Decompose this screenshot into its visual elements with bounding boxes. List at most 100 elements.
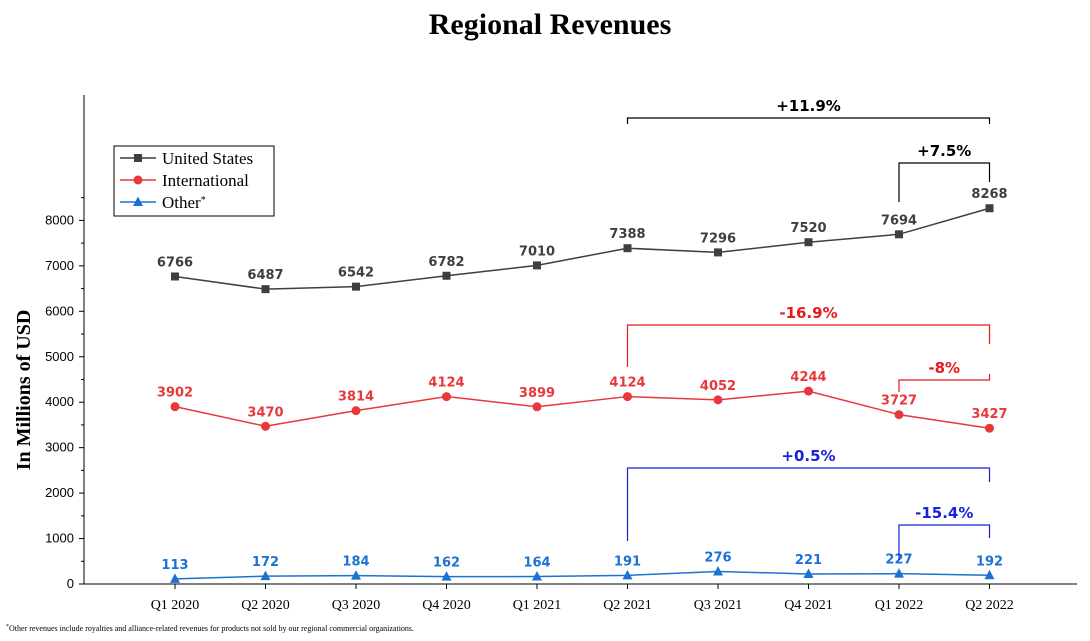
data-point-united-states	[714, 248, 722, 257]
legend-marker-united-states	[134, 154, 142, 162]
x-tick-label: Q4 2020	[422, 598, 471, 613]
data-point-other	[260, 570, 271, 581]
data-label-other: 172	[252, 555, 279, 570]
data-point-other	[351, 570, 361, 580]
data-label-united-states: 6782	[428, 255, 464, 270]
data-label-international: 4244	[790, 370, 826, 385]
bracket-line	[626, 324, 991, 367]
data-point-united-states	[261, 285, 270, 294]
bracket-label: -15.4%	[915, 504, 973, 522]
legend-name: Other	[162, 193, 201, 212]
series-other: 113 172 184 162 164 191 276 221 227 192	[161, 550, 1003, 583]
data-label-international: 4052	[700, 379, 736, 394]
data-point-united-states	[352, 282, 360, 291]
data-point-international	[623, 392, 632, 402]
data-point-other	[803, 568, 814, 578]
data-point-other	[441, 571, 452, 581]
data-label-united-states: 6542	[338, 266, 374, 281]
annotation-layer: +11.9% +7.5% -16.9% -8% +0.5% -15.4%	[626, 97, 991, 560]
data-label-international: 3814	[338, 390, 374, 405]
data-point-international	[261, 421, 270, 431]
bracket-label: +11.9%	[776, 97, 841, 115]
data-point-international	[532, 402, 542, 412]
change-bracket: -16.9%	[626, 304, 991, 367]
legend-label-united-states: United States	[162, 149, 253, 168]
change-bracket: -8%	[898, 359, 991, 392]
legend-superscript: *	[201, 195, 206, 206]
data-point-international	[804, 386, 813, 396]
data-point-international	[713, 395, 723, 405]
data-label-other: 191	[614, 554, 641, 569]
data-label-other: 276	[704, 550, 731, 565]
bracket-line	[898, 374, 991, 392]
data-point-other	[532, 571, 542, 581]
series-international: 3902 3470 3814 4124 3899 4124 4052 4244 3727 3427	[157, 370, 1008, 433]
data-point-international	[170, 402, 180, 412]
bracket-line	[626, 117, 991, 124]
x-tick-label: Q2 2022	[965, 598, 1014, 613]
data-point-united-states	[623, 244, 632, 253]
data-label-united-states: 7520	[790, 221, 826, 236]
y-tick-label: 5000	[45, 349, 74, 364]
legend: United States International Other*	[113, 145, 275, 217]
bracket-label: +7.5%	[917, 142, 971, 160]
data-label-other: 162	[433, 556, 460, 571]
y-tick-label: 4000	[45, 394, 74, 409]
data-label-international: 3427	[971, 407, 1007, 422]
data-label-united-states: 7296	[700, 231, 736, 246]
y-tick-label: 3000	[45, 440, 74, 455]
bracket-label: +0.5%	[781, 447, 835, 465]
x-tick-label: Q3 2021	[694, 598, 743, 613]
data-point-international	[442, 392, 451, 402]
footnote-text: Other revenues include royalties and all…	[9, 624, 414, 633]
x-tick-label: Q3 2020	[332, 598, 381, 613]
data-point-other	[170, 573, 180, 583]
series-line-other	[174, 570, 990, 580]
data-label-united-states: 7010	[519, 244, 555, 259]
footnote: *Other revenues include royalties and al…	[6, 624, 414, 633]
x-tick-label: Q2 2020	[241, 598, 290, 613]
legend-label-other: Other*	[162, 193, 206, 212]
axes: 0 1000 2000 3000 4000 5000 6000 7000 8000 Q1 2020…	[45, 95, 1077, 613]
y-tick-label: 0	[67, 576, 74, 591]
legend-marker-international	[133, 175, 143, 185]
data-label-united-states: 6487	[247, 268, 283, 283]
legend-label-international: International	[162, 171, 249, 190]
change-bracket: -15.4%	[898, 504, 991, 560]
legend-name: United States	[162, 149, 253, 168]
data-label-international: 3899	[519, 386, 555, 401]
bracket-label: -8%	[928, 359, 960, 377]
data-label-international: 3470	[247, 405, 283, 420]
series-layer: 6766 6487 6542 6782 7010 7388 7296 7520 7694 8268…	[157, 187, 1008, 583]
bracket-line	[626, 467, 991, 541]
data-label-other: 184	[342, 555, 369, 570]
data-label-other: 221	[795, 553, 822, 568]
data-label-other: 192	[976, 554, 1003, 569]
y-tick-label: 1000	[45, 531, 74, 546]
x-tick-label: Q2 2021	[603, 598, 652, 613]
data-point-other	[622, 569, 633, 580]
data-label-other: 164	[523, 556, 550, 571]
change-bracket: +0.5%	[626, 447, 991, 541]
data-label-other: 113	[161, 558, 188, 573]
footnote-marker: *	[6, 624, 9, 630]
data-label-united-states: 8268	[971, 187, 1007, 202]
data-point-other	[894, 568, 904, 578]
series-united-states: 6766 6487 6542 6782 7010 7388 7296 7520 7694 8268	[157, 187, 1008, 294]
data-point-international	[351, 406, 361, 416]
data-point-united-states	[442, 271, 451, 280]
x-tick-label: Q1 2022	[875, 598, 924, 613]
data-point-international	[894, 410, 904, 420]
data-point-united-states	[171, 272, 179, 281]
bracket-line	[898, 162, 991, 202]
data-point-other	[713, 565, 723, 576]
data-label-international: 3902	[157, 386, 193, 401]
data-label-other: 227	[885, 553, 912, 568]
series-line-united-states	[174, 207, 990, 290]
bracket-line	[898, 524, 991, 560]
data-point-international	[985, 423, 994, 433]
legend-marker-other	[133, 196, 143, 206]
y-tick-label: 7000	[45, 258, 74, 273]
bracket-label: -16.9%	[779, 304, 837, 322]
